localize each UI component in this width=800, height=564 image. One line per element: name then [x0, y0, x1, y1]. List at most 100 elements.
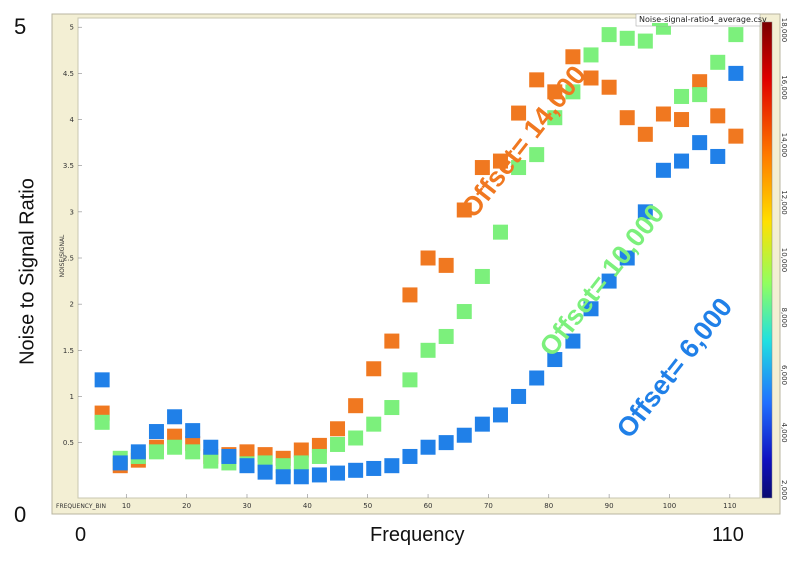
inner-y-axis-label: NOISE/SIGNAL — [59, 234, 66, 277]
colorbar-label: 18,000 — [780, 18, 788, 43]
data-point — [366, 460, 382, 476]
data-point — [511, 105, 527, 121]
data-point — [94, 414, 110, 430]
data-point — [601, 27, 617, 43]
data-point — [710, 54, 726, 70]
x-tick-label: 50 — [363, 502, 372, 510]
data-point — [384, 458, 400, 474]
data-point — [402, 448, 418, 464]
data-point — [148, 444, 164, 460]
data-point — [94, 372, 110, 388]
data-point — [674, 153, 690, 169]
data-point — [728, 128, 744, 144]
data-point — [492, 407, 508, 423]
data-point — [655, 106, 671, 122]
data-point — [167, 439, 183, 455]
x-tick-label: 30 — [243, 502, 252, 510]
colorbar-labels: 18,000 16,000 14,000 12,000 10,000 8,000 6,000… — [780, 18, 788, 500]
data-point — [456, 427, 472, 443]
outer-x-axis-label: Frequency — [370, 524, 465, 546]
data-point — [348, 462, 364, 478]
colorbar-label: 10,000 — [780, 248, 788, 273]
data-point — [529, 370, 545, 386]
y-tick-label: 3 — [70, 208, 74, 216]
data-point — [438, 257, 454, 273]
data-point — [655, 162, 671, 178]
data-point — [203, 439, 219, 455]
data-point — [275, 469, 291, 485]
data-point — [203, 453, 219, 469]
y-ticks: 0.5 1 1.5 2 2.5 3 3.5 4 4.5 5 — [63, 24, 82, 447]
data-point — [619, 30, 635, 46]
data-point — [112, 455, 128, 471]
data-point — [420, 342, 436, 358]
data-point — [348, 430, 364, 446]
data-point — [601, 273, 617, 289]
y-tick-label: 4.5 — [63, 70, 74, 78]
colorbar-label: 4,000 — [780, 422, 788, 442]
data-point — [402, 372, 418, 388]
y-tick-label: 4 — [70, 116, 75, 124]
data-point — [330, 436, 346, 452]
data-point — [456, 202, 472, 218]
data-point — [674, 112, 690, 128]
data-point — [148, 424, 164, 440]
data-point — [637, 204, 653, 220]
data-point — [311, 467, 327, 483]
inner-x-axis-label: FREQUENCY_BIN — [56, 503, 106, 510]
data-point — [511, 160, 527, 176]
data-point — [330, 421, 346, 437]
data-point — [492, 153, 508, 169]
data-point — [529, 147, 545, 163]
x-tick-label: 40 — [303, 502, 312, 510]
y-tick-label: 3.5 — [63, 162, 74, 170]
x-tick-label: 10 — [122, 502, 131, 510]
data-point — [728, 65, 744, 81]
data-point — [221, 448, 237, 464]
data-point — [637, 126, 653, 142]
data-point — [692, 135, 708, 151]
legend-swatch — [652, 23, 668, 26]
data-point — [637, 33, 653, 49]
data-point — [257, 464, 273, 480]
colorbar-label: 6,000 — [780, 365, 788, 385]
data-point — [438, 435, 454, 451]
data-point — [420, 439, 436, 455]
data-point — [728, 27, 744, 43]
y-tick-label: 1.5 — [63, 347, 74, 355]
data-point — [583, 47, 599, 63]
data-point — [366, 361, 382, 377]
data-point — [547, 110, 563, 126]
outer-y-top-label: 5 — [14, 14, 27, 39]
data-point — [547, 352, 563, 368]
legend: Noise-signal-ratio4_average.csv — [635, 13, 767, 27]
plot-area — [77, 17, 761, 499]
x-tick-label: 100 — [663, 502, 676, 510]
data-point — [583, 70, 599, 86]
data-point — [674, 88, 690, 104]
x-tick-label: 60 — [424, 502, 433, 510]
data-point — [402, 287, 418, 303]
data-point — [474, 416, 490, 432]
x-tick-label: 90 — [605, 502, 614, 510]
data-point — [293, 469, 309, 485]
x-tick-label: 70 — [484, 502, 493, 510]
data-point — [692, 87, 708, 103]
data-point — [311, 448, 327, 464]
data-point — [710, 148, 726, 164]
data-points — [94, 19, 744, 485]
data-point — [547, 84, 563, 100]
colorbar-label: 16,000 — [780, 75, 788, 100]
x-tick-label: 110 — [723, 502, 736, 510]
data-point — [384, 400, 400, 416]
data-point — [583, 301, 599, 317]
x-tick-label: 20 — [182, 502, 191, 510]
outer-y-bottom-label: 0 — [14, 502, 27, 527]
y-tick-label: 2.5 — [63, 255, 74, 263]
data-point — [330, 465, 346, 481]
data-point — [239, 444, 255, 460]
data-point — [601, 79, 617, 95]
data-point — [366, 416, 382, 432]
data-point — [185, 444, 201, 460]
